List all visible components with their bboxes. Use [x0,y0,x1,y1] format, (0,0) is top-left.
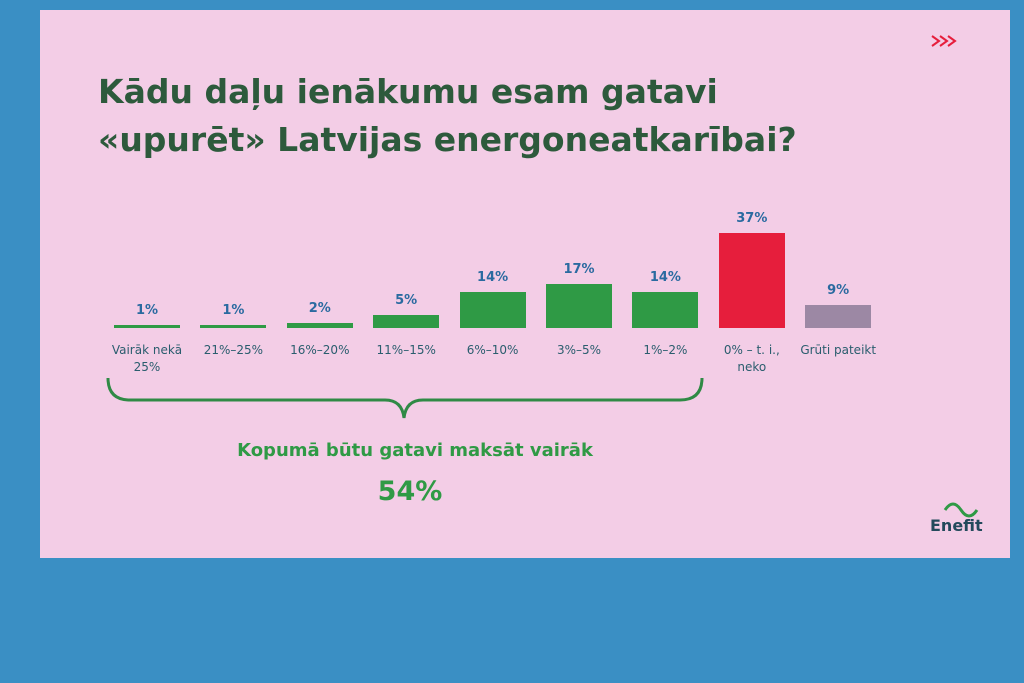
value-label: 17% [563,262,595,278]
bar [200,325,267,328]
bar [546,284,612,328]
x-tick-label: 11%–15% [376,343,436,357]
x-tick-label: 1%–2% [643,343,688,357]
x-tick-label: 21%–25% [203,343,264,357]
bar [718,233,785,328]
x-tick-label: Vairāk nekā 25% [111,343,183,374]
value-label: 37% [736,211,768,226]
bar [459,292,526,328]
x-tick-label: 0% – t. i., neko [723,343,780,374]
arrows-icon [931,35,957,47]
slide [40,10,1010,558]
x-tick-label: 16%–20% [290,343,350,357]
brace [106,377,704,419]
value-label: 14% [649,270,681,286]
value-label: 14% [477,270,509,286]
x-tick-label: 6%–10% [466,343,519,357]
chart-title: Kādu daļu ienākumu esam gatavi «upurēt» … [98,72,797,159]
bar [114,325,180,328]
value-label: 9% [827,282,850,298]
annotation-value: 54% [377,476,443,507]
bar [286,322,353,328]
logo: Enefit [930,516,983,535]
annotation: Kopumā būtu gatavi maksāt vairāk [237,440,593,461]
value-label: 2% [308,300,331,316]
x-tick-label: Grūti pateikt [800,343,877,357]
bar [373,315,440,328]
bar [632,292,699,328]
bar [805,304,872,328]
x-tick-label: 3%–5% [556,343,602,357]
value-label: 1% [222,303,245,319]
value-label: 5% [395,293,418,309]
value-label: 1% [135,303,159,319]
logo-mark [943,502,979,518]
